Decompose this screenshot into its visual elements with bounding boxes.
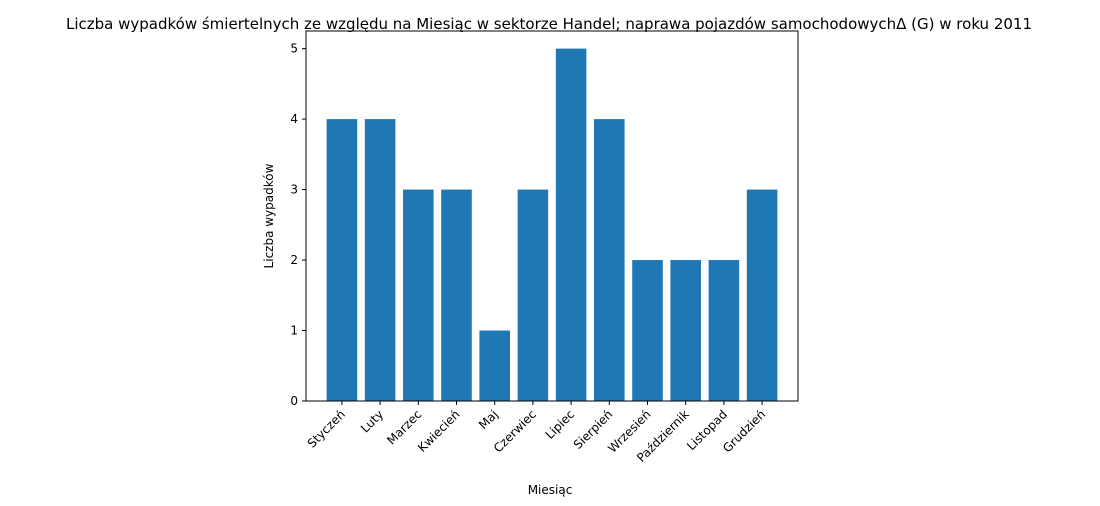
y-axis: 0 1 2 3 4 5 <box>290 42 306 408</box>
bar-5 <box>517 189 549 401</box>
x-tick-label-4: Maj <box>476 407 501 432</box>
y-axis-label: Liczba wypadków <box>262 163 276 268</box>
x-tick-label-6: Lipiec <box>543 407 578 442</box>
bars-group <box>326 48 778 401</box>
y-tick-label-4: 4 <box>290 112 298 126</box>
bar-10 <box>708 260 740 401</box>
bar-6 <box>555 48 587 401</box>
bar-11 <box>746 189 778 401</box>
bar-3 <box>441 189 472 401</box>
y-tick-label-3: 3 <box>290 183 298 197</box>
chart-title: Liczba wypadków śmiertelnych ze względu … <box>66 15 1032 33</box>
y-tick-label-5: 5 <box>290 42 298 56</box>
bar-2 <box>403 189 434 401</box>
x-tick-label-1: Luty <box>358 407 386 435</box>
bar-7 <box>594 119 625 401</box>
bar-9 <box>670 260 701 401</box>
bar-4 <box>479 330 510 401</box>
bar-1 <box>364 119 396 401</box>
bar-0 <box>326 119 358 401</box>
x-axis-label: Miesiąc <box>528 483 573 497</box>
y-tick-label-1: 1 <box>290 324 298 338</box>
x-tick-label-3: Kwiecień <box>415 407 463 455</box>
y-tick-label-0: 0 <box>290 394 298 408</box>
y-tick-label-2: 2 <box>290 253 298 267</box>
bar-8 <box>632 260 663 401</box>
x-tick-label-0: Styczeń <box>305 407 348 450</box>
plot-frame <box>305 30 799 402</box>
